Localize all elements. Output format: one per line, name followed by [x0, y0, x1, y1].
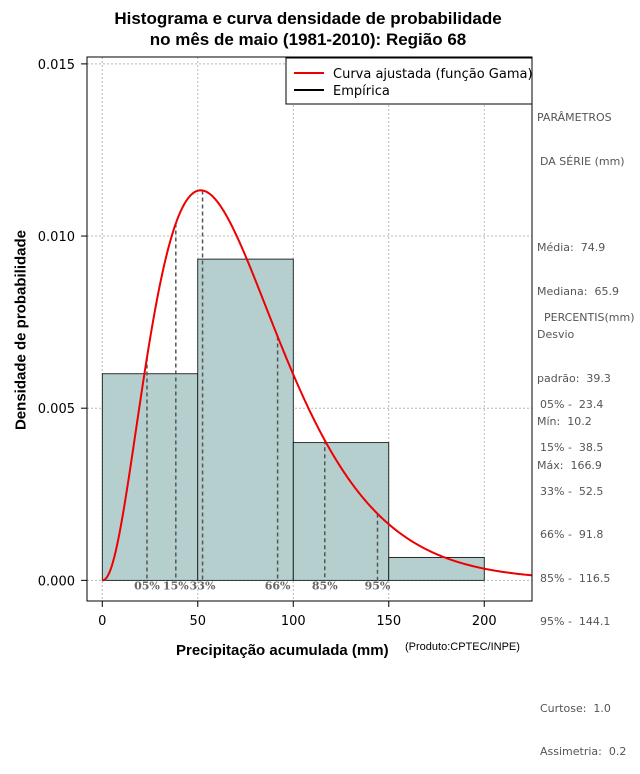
histogram-bars: [101, 258, 485, 581]
product-credit: (Produto:CPTEC/INPE): [405, 641, 520, 653]
skewness-line: Assimetria: 0.2: [540, 745, 627, 758]
percentile-markers: 05% 15% 33% 66% 85% 95%: [134, 190, 391, 592]
legend-box: [285, 57, 533, 105]
percentile-label: 33%: [190, 579, 216, 592]
y-tick-label: 0.005: [38, 402, 75, 417]
y-axis-label: Densidade de probabilidade: [12, 229, 30, 431]
percentile-label: 15%: [163, 579, 189, 592]
kurtosis-line: Curtose: 1.0: [540, 701, 611, 715]
histogram-bar: [388, 556, 485, 581]
x-tick-label: 150: [376, 614, 401, 629]
y-tick-label: 0.015: [38, 58, 75, 73]
legend: Curva ajustada (função Gama) Empírica: [285, 57, 533, 105]
parameters-panel: PARÂMETROS DA SÉRIE (mm) Média: 74.9 Med…: [537, 82, 625, 488]
gamma-density-curve: [102, 189, 533, 582]
parameters-heading-2: DA SÉRIE (mm): [540, 154, 625, 168]
percentiles-heading: PERCENTIS(mm): [544, 311, 635, 324]
param-line: Média: 74.9: [537, 241, 606, 254]
param-line: padrão: 39.3: [537, 371, 611, 385]
param-line: Mediana: 65.9: [537, 284, 619, 298]
percentile-line: 85% - 116.5: [540, 571, 611, 585]
percentile-label: 85%: [312, 579, 338, 592]
param-line: Desvio: [537, 328, 575, 341]
x-tick-label: 50: [189, 614, 206, 629]
axes: 0 50 100 150 200 0.000 0.005 0.010 0.015: [38, 58, 497, 629]
y-tick-label: 0.000: [38, 574, 75, 589]
chart-title: Histograma e curva densidade de probabil…: [0, 8, 616, 50]
y-tick-label: 0.010: [38, 230, 75, 245]
percentile-line: 95% - 144.1: [540, 615, 611, 628]
x-tick-label: 100: [281, 614, 306, 629]
x-tick-label: 0: [98, 614, 106, 629]
percentile-line: 66% - 91.8: [540, 528, 604, 541]
histogram-bar: [292, 442, 390, 581]
histogram-chart: 05% 15% 33% 66% 85% 95% 0 50 100 150 200 0.000 0.00…: [38, 56, 533, 629]
parameters-heading-1: PARÂMETROS: [537, 111, 612, 124]
x-tick-label: 200: [472, 614, 497, 629]
histogram-bar: [197, 258, 294, 581]
percentile-label: 66%: [265, 579, 291, 592]
percentile-line: 33% - 52.5: [540, 484, 604, 498]
param-line: Máx: 166.9: [537, 458, 602, 472]
legend-label: Empírica: [333, 84, 390, 99]
param-line: Mín: 10.2: [537, 415, 592, 428]
percentile-line: 15% - 38.5: [540, 441, 604, 454]
percentile-label: 95%: [365, 579, 391, 592]
legend-label: Curva ajustada (função Gama): [333, 67, 533, 82]
percentiles-panel: PERCENTIS(mm) 05% - 23.4 15% - 38.5 33% …: [540, 282, 635, 774]
percentile-label: 05%: [134, 579, 160, 592]
x-axis-label: Precipitação acumulada (mm): [176, 642, 389, 659]
chart-title-line2: no mês de maio (1981-2010): Região 68: [149, 30, 467, 49]
percentile-line: 05% - 23.4: [540, 397, 604, 411]
chart-title-line1: Histograma e curva densidade de probabil…: [114, 9, 502, 28]
